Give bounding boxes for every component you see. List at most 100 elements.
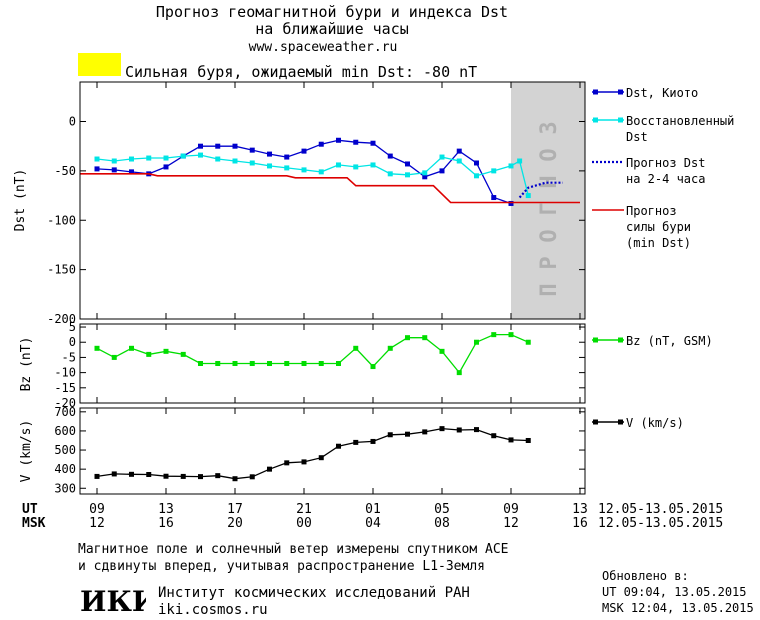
forecast-band-label: П Р О Г Н О З <box>537 121 562 296</box>
bz-data-point <box>249 361 255 366</box>
dst-axis-ticks: 0 -50 -100 -150 -200 <box>47 82 585 326</box>
speed-data-point <box>249 474 255 480</box>
storm-banner-text: Сильная буря, ожидаемый min Dst: -80 nT <box>125 63 477 81</box>
dst-data-point <box>146 155 152 161</box>
speed-data-point <box>422 429 428 435</box>
msk-tick-label: 16 <box>158 516 174 531</box>
ut-tick-label: 13 <box>572 502 588 517</box>
dst-ytick-label: -150 <box>47 263 76 277</box>
bz-data-point <box>456 370 462 376</box>
dst-data-point <box>525 193 531 199</box>
dst-data-point <box>163 155 169 161</box>
dst-data-point <box>249 147 255 153</box>
iki-logo-text: ИКИ <box>80 585 146 616</box>
bz-ytick-label: 0 <box>69 335 76 349</box>
bz-legend-marker <box>593 337 598 343</box>
dst-data-point <box>215 143 221 149</box>
dst-data-point <box>336 137 341 143</box>
dst-data-point <box>508 163 514 169</box>
ut-tick-label: 13 <box>158 502 174 517</box>
forecast-band-letter: О <box>537 148 562 161</box>
ut-date-range: 12.05-13.05.2015 <box>598 502 723 517</box>
dst-ytick-label: -200 <box>47 312 76 326</box>
forecast-band-letter: О <box>537 229 562 242</box>
speed-data-point <box>508 437 514 443</box>
speed-data-point <box>336 443 341 449</box>
dst-data-point <box>439 168 445 174</box>
msk-tick-label: 12 <box>89 516 105 531</box>
footer-note-line1: Магнитное поле и солнечный ветер измерен… <box>78 542 508 557</box>
dst-legend-marker <box>618 89 623 95</box>
dst-data-point <box>474 160 479 166</box>
dst-data-point <box>215 156 221 162</box>
storm-level-swatch <box>78 53 121 76</box>
ut-tick-label: 05 <box>434 502 450 517</box>
updated-msk: MSK 12:04, 13.05.2015 <box>602 601 754 615</box>
dst-ytick-label: -100 <box>47 213 76 227</box>
dst-ytick-label: 0 <box>69 115 76 129</box>
speed-data-point <box>267 466 272 472</box>
speed-data-point <box>318 455 324 461</box>
dst-legend-label: Dst, Киото <box>626 86 698 100</box>
dst-panel-frame <box>79 81 586 320</box>
speed-data-point <box>215 473 221 479</box>
speed-data-point <box>456 427 462 433</box>
bz-panel-frame <box>79 323 586 404</box>
dst-data-point <box>301 167 307 173</box>
dst-legend-marker <box>593 117 598 123</box>
bz-legend-label: Bz (nT, GSM) <box>626 334 713 348</box>
bz-axis-ticks: 50-5 -10-15-20 <box>54 320 585 410</box>
speed-ytick-label: 400 <box>54 462 76 476</box>
bz-data-point <box>318 361 324 366</box>
dst-data-point <box>180 153 186 159</box>
bz-panel: 50-5 -10-15-20 Bz (nT) Bz (nT, GSM) <box>19 320 713 410</box>
msk-tick-label: 00 <box>296 516 312 531</box>
dst-data-point <box>129 156 134 162</box>
dst-data-point <box>439 154 445 160</box>
dst-data-point <box>267 151 272 157</box>
msk-tick-label: 16 <box>572 516 588 531</box>
dst-data-point <box>508 200 514 206</box>
ut-tick-label: 09 <box>89 502 105 517</box>
speed-panel-frame <box>79 407 586 495</box>
speed-axis-ticks: 700 600 500 400 300 <box>54 405 585 495</box>
bz-data-point <box>525 339 531 345</box>
bz-data-point <box>129 345 134 351</box>
footer-note-line2: и сдвинуты вперед, учитывая распростране… <box>78 559 485 574</box>
bz-data-point <box>232 361 238 366</box>
speed-data-point <box>405 431 410 437</box>
bz-data-point <box>353 345 359 351</box>
speed-series-layer <box>94 426 531 482</box>
dst-series-layer <box>79 137 580 206</box>
ut-tick-label: 01 <box>365 502 381 517</box>
bz-data-point <box>474 339 479 345</box>
bz-ytick-label: -5 <box>62 350 76 364</box>
msk-tick-label: 04 <box>365 516 381 531</box>
dst-data-point <box>491 168 497 174</box>
speed-data-point <box>370 438 376 444</box>
dst-data-point <box>456 158 462 164</box>
speed-data-point <box>111 471 117 477</box>
dst-data-point <box>387 153 393 159</box>
dst-data-point <box>456 148 462 154</box>
dst-data-point <box>129 169 134 175</box>
dst-data-point <box>353 139 359 145</box>
dst-data-point <box>301 148 307 154</box>
bz-data-point <box>180 351 186 357</box>
updated-label: Обновлено в: <box>602 569 689 583</box>
speed-data-point <box>94 473 100 479</box>
dst-data-point <box>94 156 100 162</box>
ut-tick-label: 21 <box>296 502 312 517</box>
forecast-band-letter: Н <box>537 175 562 188</box>
dst-data-point <box>370 162 376 168</box>
dst-legend-label: Dst <box>626 130 648 144</box>
institute-website: iki.cosmos.ru <box>158 602 268 618</box>
bz-ytick-label: -20 <box>54 396 76 410</box>
ut-tick-label: 09 <box>503 502 519 517</box>
bz-data-point <box>163 348 169 354</box>
speed-data-point <box>387 432 393 438</box>
bz-data-point <box>215 361 221 366</box>
dst-legend-label: Восстановленный <box>626 114 734 128</box>
